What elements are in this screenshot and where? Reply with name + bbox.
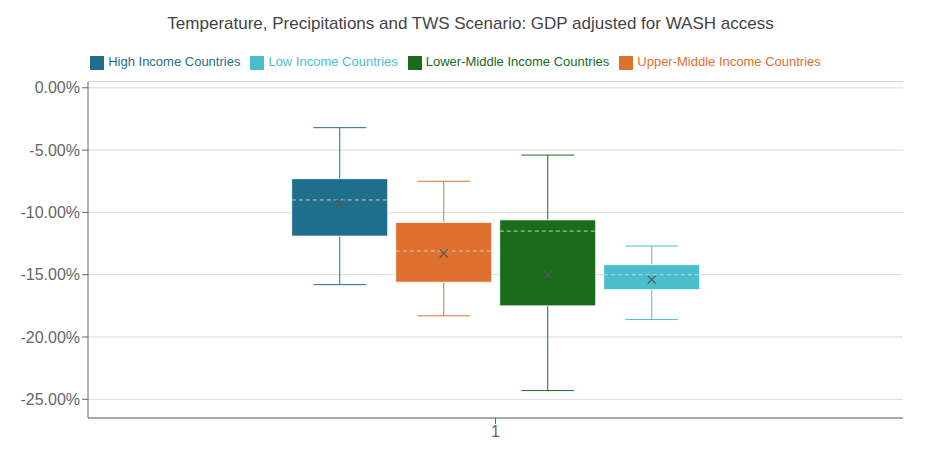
svg-text:-15.00%: -15.00%	[20, 266, 80, 283]
html-text:Temperature, Precipitations an: Temperature, Precipitations and TWS Scen…	[167, 14, 774, 33]
svg-text:-25.00%: -25.00%	[20, 391, 80, 408]
svg-text:-20.00%: -20.00%	[20, 329, 80, 346]
svg-text:-5.00%: -5.00%	[29, 142, 80, 159]
html-text:Upper-Middle Income Countries: Upper-Middle Income Countries	[637, 54, 821, 69]
html-text:High Income Countries: High Income Countries	[108, 54, 241, 69]
svg-text:-10.00%: -10.00%	[20, 204, 80, 221]
html-text:Low Income Countries: Low Income Countries	[268, 54, 398, 69]
html-text:Lower-Middle Income Countries: Lower-Middle Income Countries	[425, 54, 610, 69]
svg-text:1: 1	[491, 423, 500, 440]
svg-text:0.00%: 0.00%	[35, 79, 80, 96]
